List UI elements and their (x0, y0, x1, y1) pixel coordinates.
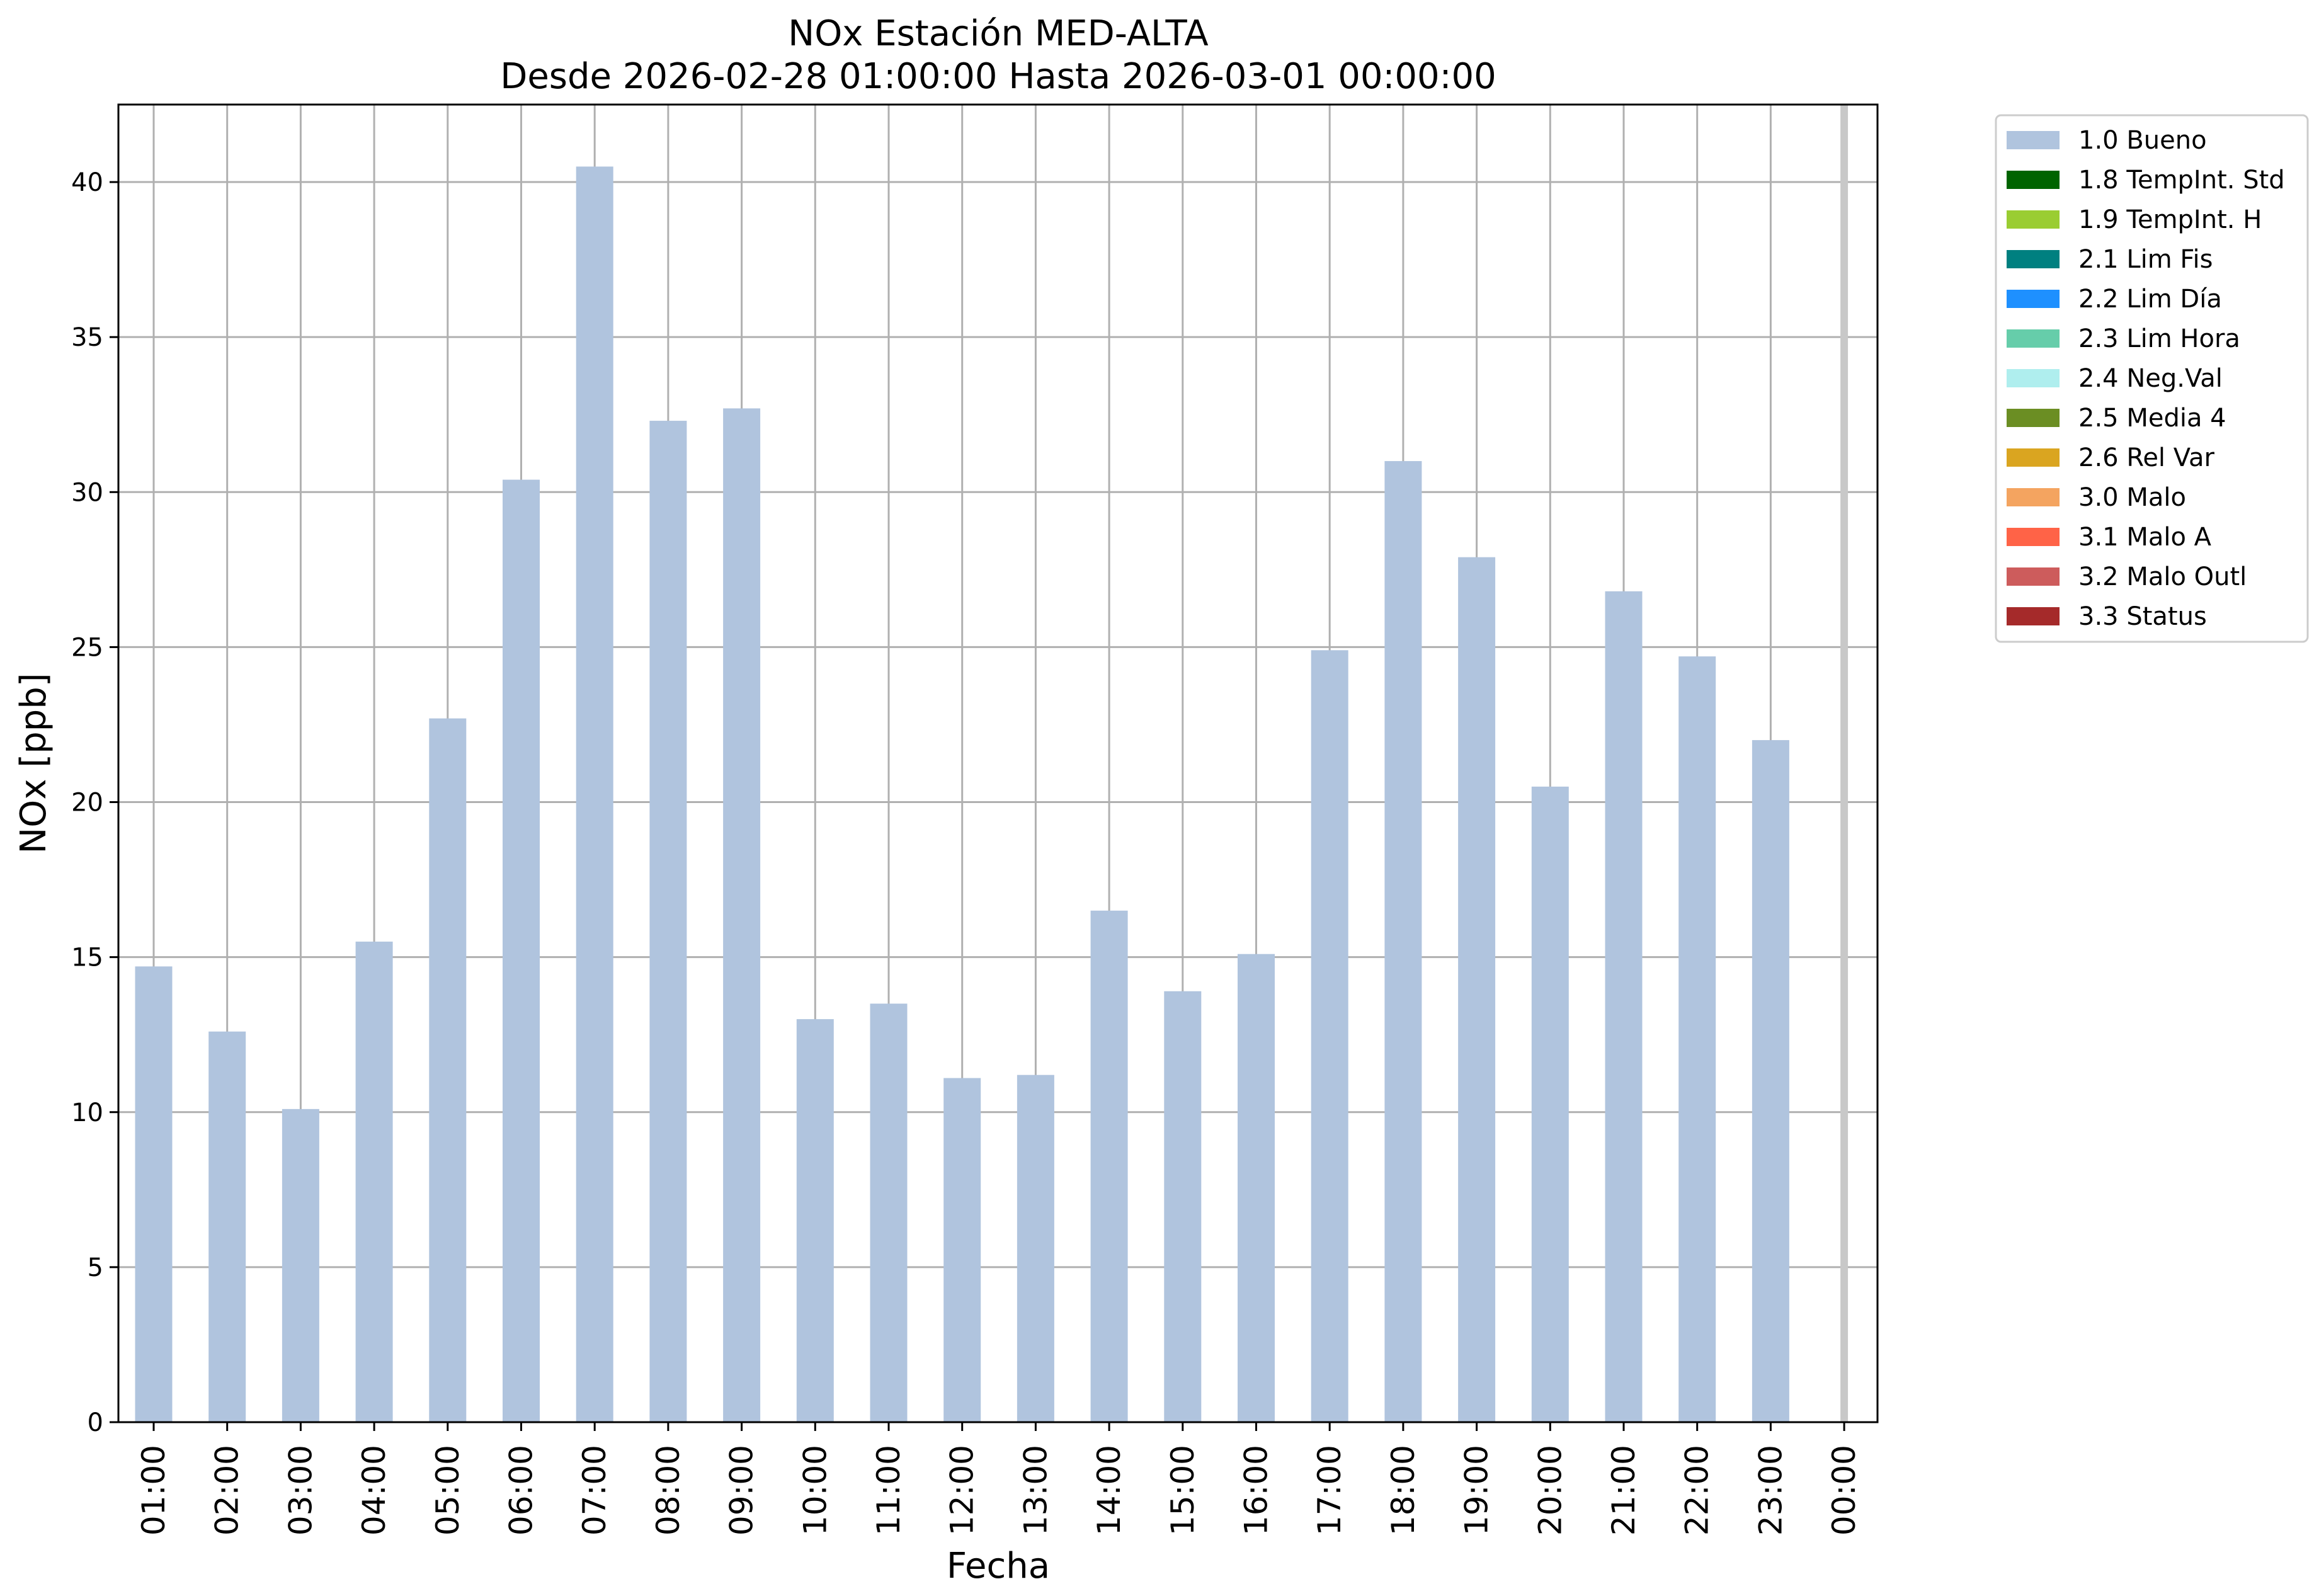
legend-swatch (2007, 607, 2060, 625)
x-tick-label: 09:00 (724, 1445, 760, 1536)
y-tick-label: 10 (71, 1098, 103, 1127)
x-tick-label: 01:00 (135, 1445, 172, 1536)
y-tick-label: 20 (71, 789, 103, 818)
legend-swatch (2007, 250, 2060, 268)
x-tick-label: 05:00 (430, 1445, 466, 1536)
x-tick-label: 12:00 (944, 1445, 981, 1536)
bar-1000 (796, 1019, 834, 1422)
x-tick-label: 03:00 (282, 1445, 319, 1536)
legend-label: 2.6 Rel Var (2078, 443, 2215, 472)
legend-label: 2.2 Lim Día (2078, 285, 2222, 314)
legend-box (1995, 114, 2309, 643)
bar-2100 (1605, 591, 1643, 1423)
x-tick-label: 02:00 (209, 1445, 246, 1536)
legend-label: 3.3 Status (2078, 602, 2207, 631)
x-tick-label: 07:00 (576, 1445, 613, 1536)
x-tick-label: 19:00 (1459, 1445, 1495, 1536)
x-tick-label: 06:00 (503, 1445, 540, 1536)
bar-1200 (943, 1078, 981, 1422)
x-tick-label: 16:00 (1238, 1445, 1275, 1536)
bar-1900 (1458, 557, 1496, 1422)
legend-swatch (2007, 369, 2060, 387)
x-tick-label: 04:00 (356, 1445, 392, 1536)
legend-swatch (2007, 171, 2060, 189)
bar-2000 (1531, 786, 1569, 1422)
bar-1100 (870, 1003, 908, 1422)
y-tick-label: 35 (71, 323, 103, 352)
x-tick-label: 14:00 (1091, 1445, 1127, 1536)
y-tick-label: 5 (88, 1253, 103, 1282)
bar-0600 (503, 479, 540, 1422)
bars (135, 166, 1789, 1423)
legend-swatch (2007, 409, 2060, 427)
x-tick-label: 00:00 (1826, 1445, 1862, 1536)
legend-label: 3.0 Malo (2078, 483, 2186, 512)
bar-0500 (429, 718, 467, 1422)
x-tick-label: 15:00 (1165, 1445, 1201, 1536)
bar-1600 (1238, 954, 1275, 1422)
bar-2300 (1752, 740, 1789, 1422)
x-tick-label: 13:00 (1017, 1445, 1054, 1536)
x-tick-label: 18:00 (1385, 1445, 1422, 1536)
bar-2200 (1678, 656, 1716, 1422)
bar-0200 (208, 1031, 246, 1422)
legend-swatch (2007, 488, 2060, 506)
x-tick-label: 22:00 (1679, 1445, 1716, 1536)
legend-label: 1.9 TempInt. H (2078, 205, 2262, 234)
y-gridlines (118, 181, 1877, 1423)
bar-1800 (1384, 461, 1422, 1423)
legend: 1.0 Bueno 1.8 TempInt. Std 1.9 TempInt. H 2… (1995, 114, 2309, 643)
x-ticks: 01:00 02:00 03:00 04:00 05:00 06:00 07:00 08:00… (135, 1422, 1862, 1536)
legend-label: 2.5 Media 4 (2078, 404, 2226, 433)
y-tick-label: 40 (71, 168, 103, 197)
x-tick-label: 21:00 (1605, 1445, 1642, 1536)
legend-label: 2.3 Lim Hora (2078, 324, 2240, 353)
bar-0300 (282, 1109, 319, 1422)
x-tick-label: 20:00 (1532, 1445, 1568, 1536)
y-tick-label: 15 (71, 943, 103, 972)
chart-subtitle: Desde 2026-02-28 01:00:00 Hasta 2026-03-… (500, 56, 1496, 97)
legend-swatch (2007, 290, 2060, 308)
legend-swatch (2007, 131, 2060, 149)
legend-swatch (2007, 210, 2060, 229)
x-tick-label: 08:00 (650, 1445, 687, 1536)
bar-0800 (649, 421, 687, 1422)
chart-title: NOx Estación MED-ALTA (788, 13, 1208, 54)
legend-swatch (2007, 567, 2060, 586)
y-tick-label: 25 (71, 633, 103, 662)
legend-label: 1.8 TempInt. Std (2078, 166, 2285, 195)
legend-label: 1.0 Bueno (2078, 126, 2207, 155)
x-tick-label: 11:00 (870, 1445, 907, 1536)
plot-frame (117, 103, 1879, 1423)
legend-swatch (2007, 528, 2060, 546)
x-tick-label: 10:00 (797, 1445, 833, 1536)
x-axis-label: Fecha (947, 1546, 1050, 1587)
legend-label: 3.2 Malo Outl (2078, 562, 2247, 591)
y-tick-label: 0 (88, 1408, 103, 1437)
bar-1300 (1017, 1074, 1054, 1422)
legend-swatch (2007, 329, 2060, 348)
bar-0700 (576, 166, 613, 1423)
bar-0900 (723, 408, 761, 1422)
legend-label: 2.4 Neg.Val (2078, 364, 2223, 393)
legend-swatch (2007, 448, 2060, 467)
bar-1500 (1164, 991, 1202, 1422)
x-tick-label: 23:00 (1752, 1445, 1789, 1536)
legend-label: 3.1 Malo A (2078, 523, 2212, 552)
bar-0100 (135, 966, 173, 1422)
y-axis-label: NOx [ppb] (13, 673, 54, 853)
legend-label: 2.1 Lim Fis (2078, 245, 2213, 274)
bar-1700 (1311, 650, 1348, 1422)
x-tick-label: 17:00 (1311, 1445, 1348, 1536)
y-tick-label: 30 (71, 478, 103, 507)
bar-0400 (355, 942, 393, 1422)
y-ticks: 0 5 10 15 20 25 30 35 40 (71, 168, 118, 1437)
bar-1400 (1090, 910, 1128, 1422)
